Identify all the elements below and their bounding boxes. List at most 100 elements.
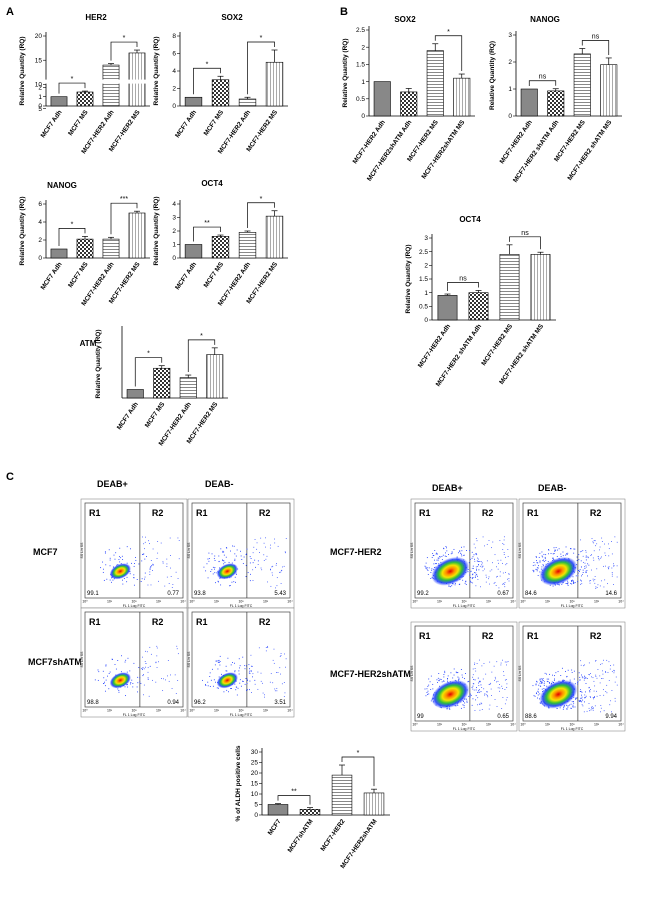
event-dot [281,569,283,571]
event-dot [553,547,555,549]
bar [520,88,538,117]
event-dot [474,664,475,665]
event-dot [542,556,544,558]
region-label-r2: R2 [482,631,494,641]
event-dot [252,673,254,675]
event-dot [500,559,502,561]
event-dot [269,547,271,549]
event-dot [584,697,585,699]
bar [265,215,284,259]
event-dot [427,690,429,692]
event-dot [277,672,279,673]
event-dot [585,695,587,697]
bar [153,367,171,399]
event-dot [451,551,453,553]
event-dot [561,583,563,585]
event-dot [432,555,434,557]
event-dot [572,581,574,583]
event-dot [280,655,282,656]
flow-decade-label: 10¹ [437,600,443,604]
event-dot [104,681,105,683]
event-dot [564,705,566,707]
flow-plot-area [414,625,514,722]
y-tick-label: 0 [38,103,42,110]
event-dot [136,579,138,580]
event-dot [485,694,487,696]
event-dot [217,687,219,689]
event-dot [432,688,434,690]
event-dot [265,558,267,560]
flow-plot-frame [410,498,518,609]
y-tick-label: 0 [254,812,258,819]
region-label-r1: R1 [89,508,101,518]
y-tick-label: 0 [508,113,512,120]
event-dot [499,575,501,577]
event-dot [537,691,539,693]
event-dot [240,685,242,687]
event-dot [214,560,216,561]
event-dot [582,561,584,563]
event-dot [535,568,537,570]
event-dot [474,558,475,560]
bar [102,238,120,259]
event-dot [577,572,579,574]
event-dot [94,679,96,681]
flow-row-label-mcf7-her2shatm: MCF7-HER2shATM#1 [330,669,421,679]
significance-bracket [447,282,479,292]
flow-col-deab-pos-right: DEAB+ [432,483,463,493]
event-dot [211,553,213,555]
event-dot [460,553,462,555]
event-dot [595,676,597,677]
event-dot [168,583,170,584]
event-dot [474,575,476,577]
event-dot [436,553,438,555]
event-dot [152,570,153,571]
event-dot [433,563,435,565]
event-dot [478,703,480,705]
event-dot [234,662,235,664]
event-dot [102,568,104,570]
event-dot [226,670,228,672]
event-dot [151,565,153,566]
bar [426,50,444,117]
event-dot [495,585,497,586]
event-dot [252,676,253,678]
flow-decade-label: 10⁰ [412,723,418,727]
event-dot [591,538,593,540]
flow-decade-label: 10¹ [545,723,551,727]
event-dot [574,683,576,685]
event-dot [561,667,563,669]
event-dot [166,566,168,567]
event-dot [487,694,488,696]
significance-label: * [123,35,126,42]
event-dot [467,681,469,683]
event-dot [478,688,480,690]
event-dot [214,572,216,574]
flow-decade-label: 10⁴ [180,600,186,604]
event-dot [217,580,219,582]
event-dot [496,576,497,578]
flow-decade-label: 10³ [594,600,600,604]
event-dot [270,673,272,675]
event-dot [427,570,429,571]
bar [530,254,551,321]
bar [499,254,520,321]
event-dot [503,671,504,673]
event-dot [264,696,265,698]
event-dot [436,559,438,561]
event-dot [558,548,560,550]
event-dot [486,560,488,562]
event-dot [592,697,594,698]
event-dot [142,553,144,555]
event-dot [249,680,251,682]
significance-label: *** [120,196,128,203]
event-dot [284,692,286,694]
event-dot [437,559,439,561]
event-dot [573,678,575,680]
region1-percent: 93.8 [194,591,206,597]
event-dot [138,563,140,565]
event-dot [250,670,252,672]
